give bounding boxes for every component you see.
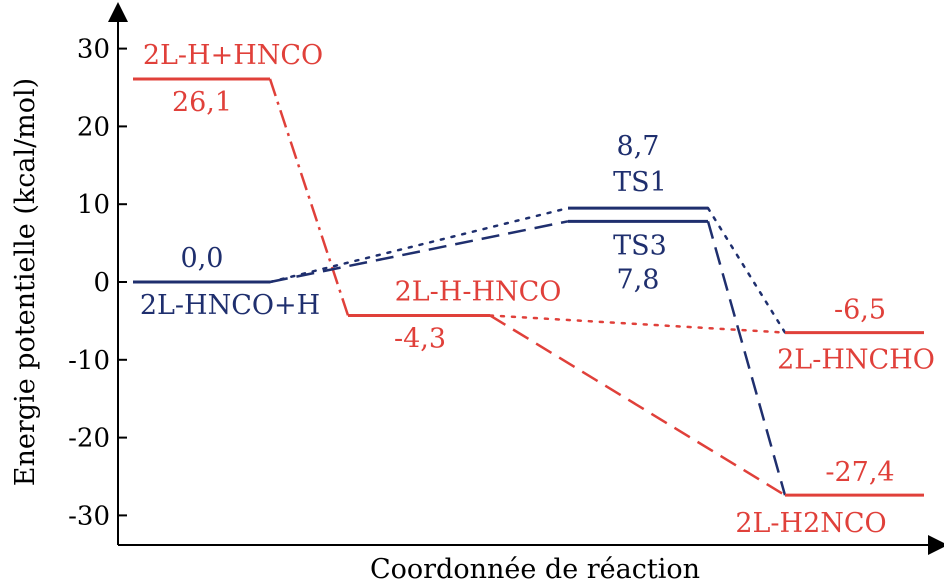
y-tick-label: -10 [68,346,110,376]
connector-ts1-to-hnccho [706,206,787,334]
level-value-hnccho: -6,5 [834,295,886,326]
level-name-h-hnco: 2L-H+HNCO [143,40,323,71]
y-tick-label: -20 [68,424,110,454]
level-name-hnccho: 2L-HNCHO [777,345,935,376]
level-name-ts3: TS3 [613,230,667,261]
connectors [268,78,787,497]
y-tick-label: 20 [77,112,110,142]
level-value-h2nco: -27,4 [825,457,894,488]
level-labels: 2L-HNCO+H 0,0 2L-H+HNCO 26,1 2L-H-HNCO -4,3 TS… [140,40,935,539]
connector-reactant-to-ts3 [269,220,569,284]
level-name-intermediate: 2L-H-HNCO [395,276,562,307]
connector-ts3-to-h2nco [706,220,787,496]
level-value-ts1: 8,7 [617,131,660,162]
energy-levels [133,77,924,497]
y-axis-title: Energie potentielle (kcal/mol) [10,78,41,486]
connector-intermediate-to-hnccho [488,314,787,334]
connector-reactant-to-ts1 [268,206,570,284]
level-value-h-hnco: 26,1 [172,87,232,118]
level-value-reactant: 0,0 [181,243,224,274]
level-name-ts1: TS1 [613,167,667,198]
level-name-reactant: 2L-HNCO+H [140,290,320,321]
level-value-intermediate: -4,3 [394,323,446,354]
connector-intermediate-to-h2nco [489,314,786,497]
axes: 30 20 10 0 -10 -20 -30 [68,2,944,555]
connector-h-hnco-to-intermediate [268,78,350,316]
y-tick-label: 30 [77,35,110,65]
y-tick-label: 10 [77,190,110,220]
level-value-ts3: 7,8 [617,264,660,295]
y-tick-label: 0 [93,268,110,298]
y-tick-label: -30 [68,501,110,531]
level-name-h2nco: 2L-H2NCO [735,508,886,539]
x-axis-title: Coordonnée de réaction [370,554,700,585]
